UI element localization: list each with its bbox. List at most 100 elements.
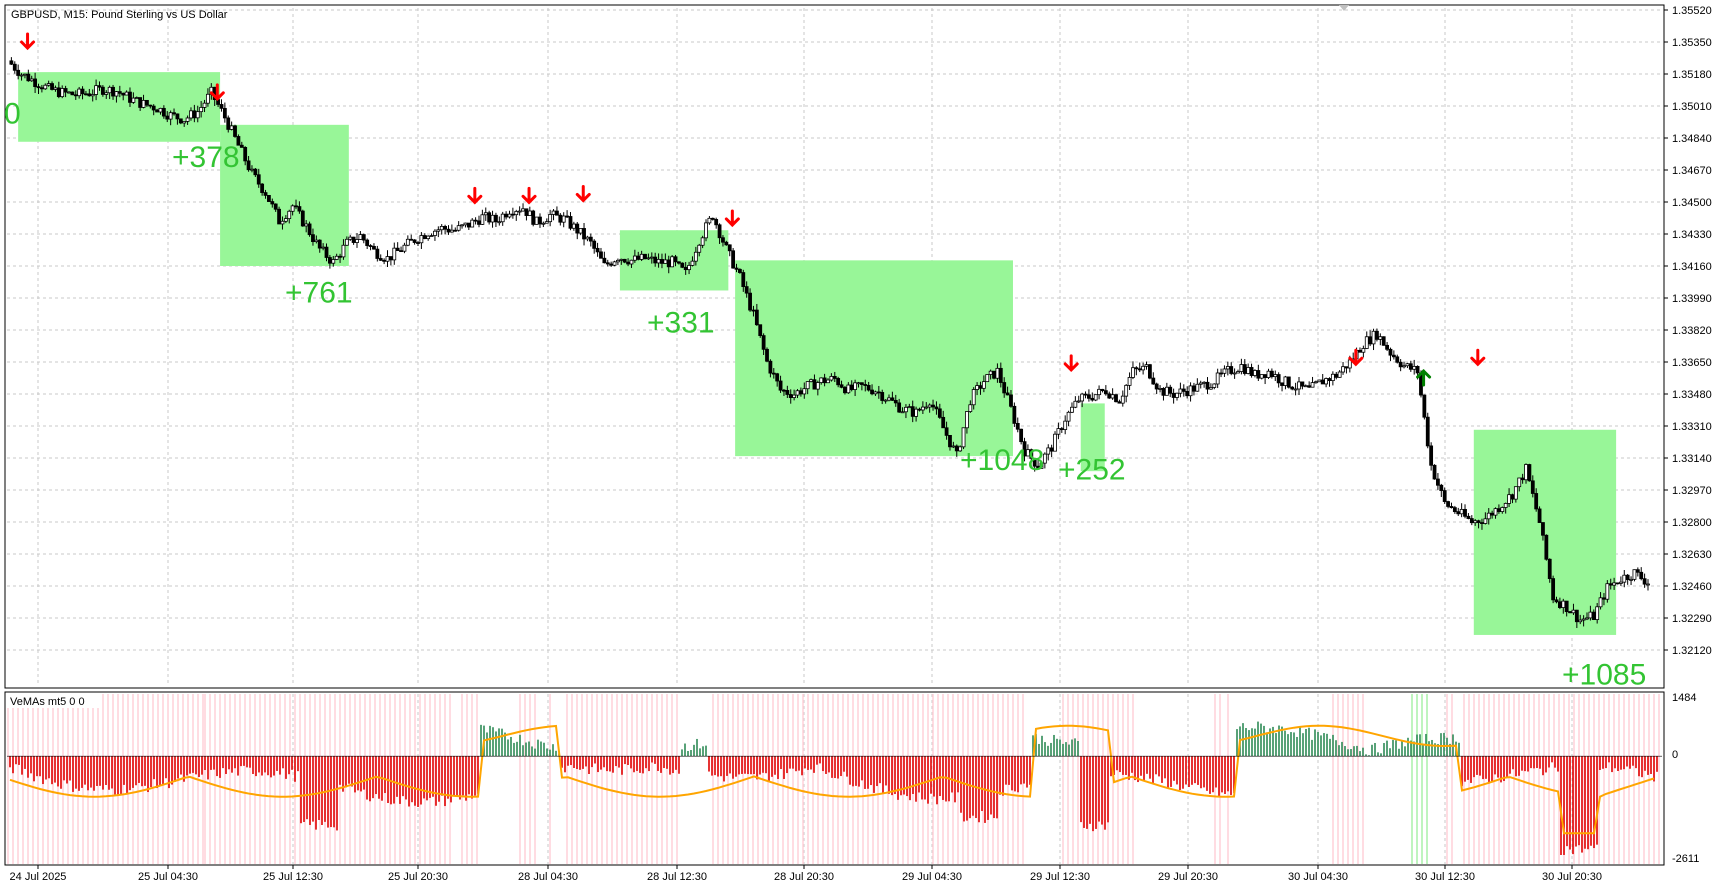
candle-body [348,236,353,240]
candle-body [510,213,515,216]
candle-body [409,238,414,241]
candle-body [1561,600,1566,608]
candle-body [1639,571,1644,580]
candle-body [388,256,393,261]
candle-body [395,247,400,252]
candle-body [941,416,946,429]
candle-body [121,92,126,96]
trade-box[interactable] [735,260,1013,457]
candle-body [1178,388,1183,394]
candle-body [1161,387,1166,396]
candle-body [639,253,644,260]
candle-body [104,92,109,95]
sell-arrow-icon [1063,354,1079,373]
candle-body [1612,582,1617,586]
candle-body [1063,420,1068,430]
candle-body [338,255,342,258]
candle-body [514,211,519,216]
candle-body [1290,386,1295,390]
indicator-panel[interactable] [4,691,1665,866]
candle-body [700,237,705,246]
candle-body [385,256,390,262]
candle-body [1588,611,1593,619]
candle-body [521,208,525,212]
sell-arrow-icon [209,83,225,101]
candle-body [1405,363,1410,367]
candle-body [965,411,969,429]
candle-body [90,94,95,97]
candle-body [836,378,841,386]
candle-body [1381,336,1386,346]
candle-body [1452,507,1457,513]
profit-label: +252 [1058,453,1126,486]
candle-body [94,85,98,95]
candle-body [856,382,861,385]
profit-label: +1085 [1562,658,1646,691]
candle-body [992,370,996,379]
trade-box[interactable] [220,124,349,266]
candle-body [60,88,65,98]
candle-body [1602,597,1606,600]
sell-arrow-icon [1348,348,1364,367]
candle-body [1246,367,1251,374]
sell-arrow-icon [575,184,591,203]
price-axis-label: 1.34840 [1672,133,1712,145]
candle-body [168,112,173,120]
candle-body [1249,367,1254,376]
candle-body [1009,394,1013,407]
profit-label: +1048 [960,444,1044,477]
candle-body [859,382,864,385]
candle-body [1398,361,1403,368]
candle-body [222,107,227,119]
candle-body [1571,609,1576,614]
candle-body [1585,617,1589,620]
candle-body [876,391,881,394]
candle-body [1103,390,1108,395]
price-axis-label: 1.33820 [1672,325,1712,337]
candle-body [1259,374,1264,379]
candle-body [693,251,698,262]
candle-body [402,244,407,252]
candle-body [1463,508,1467,517]
candle-body [897,402,902,413]
candle-body [1124,384,1129,397]
candle-body [1280,382,1284,386]
candle-body [280,220,285,225]
candle-body [1625,574,1630,581]
candle-body [724,241,729,246]
price-axis-label: 1.33310 [1672,421,1712,433]
candle-body [206,93,210,104]
candle-body [9,60,14,65]
price-axis-label: 1.34160 [1672,261,1712,273]
candle-body [971,389,976,406]
candle-body [1439,484,1444,491]
candle-body [328,257,332,264]
candle-body [1415,365,1420,374]
candle-body [1486,512,1491,520]
trade-box[interactable] [1080,403,1105,472]
candle-body [1344,366,1349,369]
candle-body [1598,597,1603,608]
candle-body [1459,508,1464,515]
candle-body [1192,385,1196,392]
candle-body [873,391,878,395]
candle-body [507,213,512,218]
candle-body [1307,385,1312,388]
trade-box[interactable] [1473,429,1617,635]
scroll-marker-icon[interactable] [1339,5,1349,11]
candle-body [1337,371,1342,378]
candle-body [1300,381,1305,387]
candle-body [239,144,244,148]
candle-body [1541,522,1545,536]
candle-body [392,247,397,261]
candle-body [1019,428,1024,443]
candle-body [63,88,68,93]
candle-body [870,389,874,395]
candle-body [761,335,766,350]
candle-body [1012,405,1017,424]
candle-body [585,236,590,240]
candle-body [1469,518,1474,524]
candle-body [1578,619,1583,623]
time-axis-label: 25 Jul 04:30 [138,871,198,883]
